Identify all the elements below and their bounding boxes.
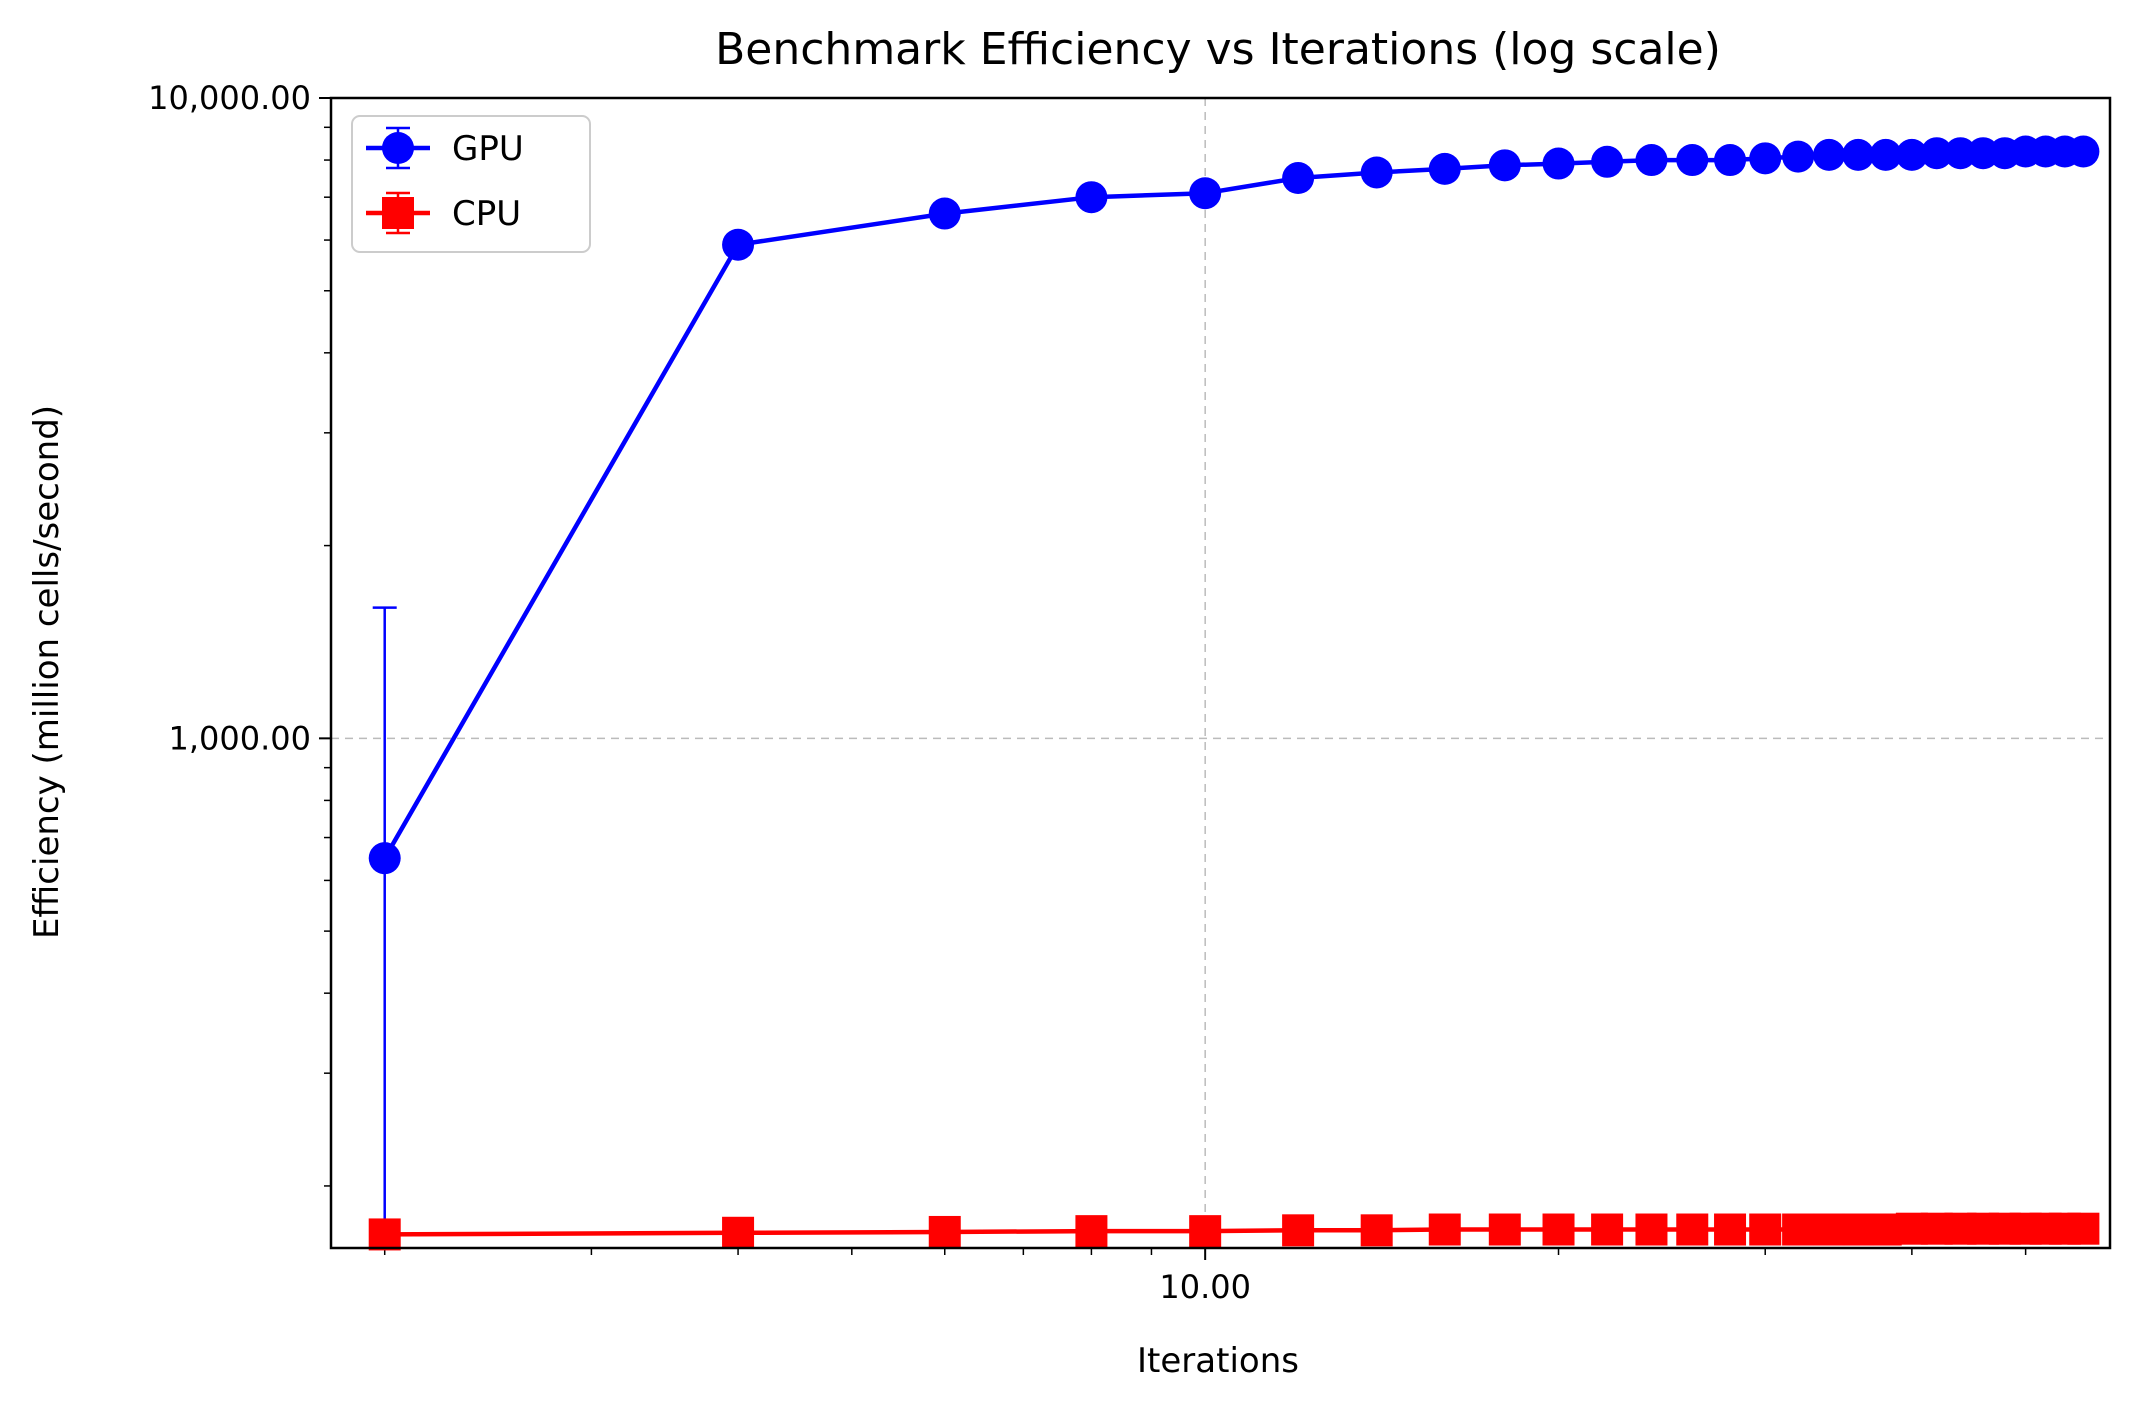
data-point [1813,138,1846,171]
plot-frame [329,96,2112,1250]
data-point [368,1218,401,1251]
data-point [1488,1213,1521,1246]
data-point [1749,142,1782,175]
legend-label: GPU [452,129,524,169]
data-point [1944,137,1977,170]
data-point [722,228,755,261]
data-point [928,197,961,230]
data-point [1488,149,1521,182]
data-point [368,842,401,875]
data-point [1782,1213,1815,1246]
legend-marker [382,132,414,164]
legend: GPU CPU [351,115,591,253]
major-ticks: 10.00 1,000.00 10,000.00 [148,79,1251,1306]
data-point [1676,1213,1709,1246]
series-cpu [368,1212,2100,1251]
data-point [1920,137,1953,170]
legend-item-gpu: GPU [366,126,524,170]
data-point [1714,144,1747,177]
data-point [1869,138,1902,171]
data-point [1360,1214,1393,1247]
data-point [1282,162,1315,195]
y-tick-label: 10,000.00 [148,79,311,117]
data-point [1542,147,1575,180]
data-point [1749,1213,1782,1246]
data-point [1189,177,1222,210]
data-point [1676,144,1709,177]
data-point [1591,145,1624,178]
data-point [1189,1215,1222,1248]
data-point [928,1215,961,1248]
data-point [1360,156,1393,189]
series-gpu [368,135,2100,1248]
data-point [1282,1214,1315,1247]
legend-marker [382,197,414,229]
y-tick-label: 1,000.00 [169,719,312,757]
series-layer [368,135,2100,1251]
data-point [1591,1213,1624,1246]
data-point [1428,152,1461,185]
data-point [722,1216,755,1249]
y-axis-label: Efficiency (million cells/second) [27,405,67,939]
data-point [1895,138,1928,171]
data-point [1842,1213,1875,1246]
data-point [1075,181,1108,214]
data-point [1428,1213,1461,1246]
legend-label: CPU [452,194,521,234]
data-point [1782,140,1815,173]
data-point [1542,1213,1575,1246]
data-point [1813,1213,1846,1246]
chart-title: Benchmark Efficiency vs Iterations (log … [715,24,1721,75]
data-point [1635,1213,1668,1246]
x-axis-label: Iterations [1137,1341,1299,1381]
data-point [1842,138,1875,171]
legend-items: GPU CPU [366,126,524,235]
data-point [1075,1215,1108,1248]
data-point [1714,1213,1747,1246]
data-point [1635,144,1668,177]
data-point [2067,1212,2100,1245]
data-point [2067,135,2100,168]
x-tick-label: 10.00 [1159,1268,1251,1306]
legend-item-cpu: CPU [366,191,521,235]
